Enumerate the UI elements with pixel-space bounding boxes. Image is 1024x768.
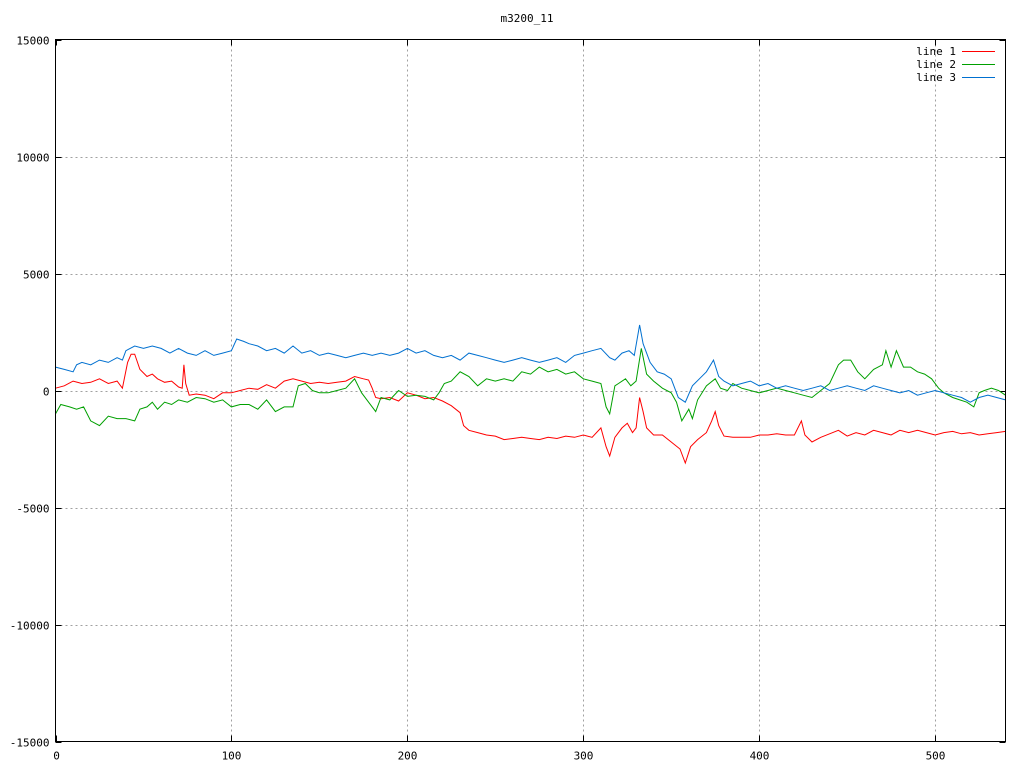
x-tick-label: 300 [574,750,594,763]
y-tick-label: -10000 [10,620,50,633]
y-tick-label: 0 [43,386,50,399]
tick-labels: 0 100 200 300 400 500 -15000 -10000 -5000 0 5000 10… [10,35,946,763]
x-tick-label: 100 [222,750,242,763]
x-tick-label: 0 [53,750,60,763]
y-tick-label: 5000 [23,269,50,282]
axis-ticks [55,39,1006,743]
series-line-1 [55,353,1006,465]
y-tick-label: -15000 [10,737,50,750]
chart-title: m3200_11 [501,12,554,25]
legend-label-1: line 1 [916,45,956,58]
legend-label-2: line 2 [916,58,956,71]
series-lines [55,324,1006,465]
x-tick-label: 500 [926,750,946,763]
y-tick-label: -5000 [16,503,49,516]
x-tick-label: 200 [398,750,418,763]
x-tick-label: 400 [750,750,770,763]
y-tick-label: 15000 [16,35,49,48]
y-tick-label: 10000 [16,152,49,165]
series-line-3 [55,324,1006,403]
series-line-2 [55,348,1006,427]
plot-frame [55,39,1006,742]
legend-label-3: line 3 [916,71,956,84]
